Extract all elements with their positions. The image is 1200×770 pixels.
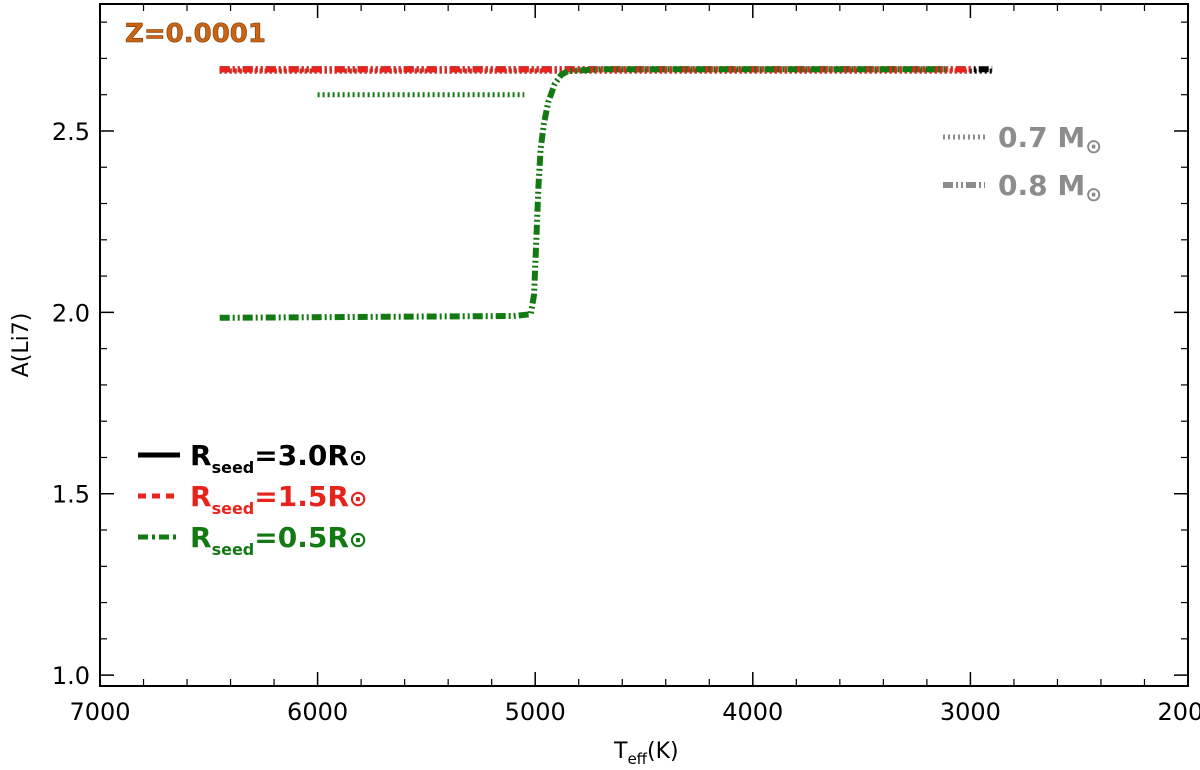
y-tick-label: 1.0	[52, 662, 90, 690]
legend-label-1: Rseed=1.5R⊙	[190, 480, 367, 518]
x-tick-label: 2000	[1157, 698, 1200, 726]
legend-mass: 0.7 M⊙ 0.8 M⊙	[943, 121, 1102, 206]
series-line-5	[219, 66, 949, 321]
mass-legend-label-0: 0.7 M⊙	[998, 121, 1102, 158]
legend-seed: Rseed=3.0R⊙Rseed=1.5R⊙Rseed=0.5R⊙	[138, 439, 367, 559]
x-axis-label: Teff(K)	[613, 739, 679, 768]
plot-border	[99, 3, 1189, 687]
legend-label-2: Rseed=0.5R⊙	[190, 521, 367, 559]
annotation-z: Z=0.0001	[125, 19, 266, 49]
x-tick-label: 3000	[940, 698, 1001, 726]
x-tick-label: 4000	[722, 698, 783, 726]
y-tick-label: 2.0	[52, 299, 90, 327]
data-lines	[219, 66, 993, 321]
x-tick-label: 5000	[505, 698, 566, 726]
mass-legend-label-1: 0.8 M⊙	[998, 169, 1102, 206]
y-axis-label: A(Li7)	[9, 313, 34, 378]
y-tick-label: 2.5	[52, 118, 90, 146]
legend-label-0: Rseed=3.0R⊙	[190, 439, 367, 477]
x-tick-label: 7000	[69, 698, 130, 726]
x-tick-label: 6000	[287, 698, 348, 726]
y-tick-label: 1.5	[52, 481, 90, 509]
axes: 7000 6000 5000 4000 3000 2000 1.0 1.5 2.0 2.5 Teff…	[9, 3, 1200, 768]
